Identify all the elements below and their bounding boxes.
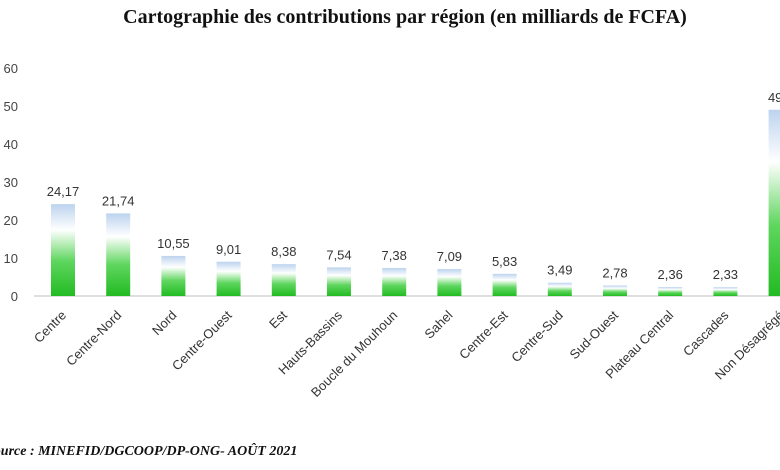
bar	[658, 287, 683, 296]
x-tick-label: Nord	[149, 308, 180, 339]
x-tick-label: Est	[266, 307, 290, 331]
chart-title: Cartographie des contributions par régio…	[123, 6, 687, 28]
x-tick-label: Sahel	[421, 307, 455, 341]
y-tick-label: 0	[11, 289, 18, 304]
bar	[106, 213, 131, 296]
bar	[492, 273, 517, 296]
x-tick-label: Centre-Ouest	[169, 307, 235, 373]
bar	[713, 287, 738, 296]
y-tick-label: 10	[4, 251, 18, 266]
data-label: 2,36	[658, 267, 683, 282]
y-tick-label: 30	[4, 175, 18, 190]
y-tick-label: 60	[4, 61, 18, 76]
data-label: 3,49	[547, 263, 572, 278]
bar	[161, 255, 186, 296]
bar	[768, 109, 780, 296]
data-label: 7,54	[326, 247, 351, 262]
data-label: 2,78	[602, 265, 627, 280]
data-label: 49,0	[768, 90, 780, 105]
bar	[51, 204, 75, 296]
x-tick-label: Sud-Ouest	[567, 307, 622, 362]
bar	[437, 269, 462, 296]
x-tick-label: Centre-Sud	[508, 308, 566, 366]
data-label: 24,17	[47, 184, 80, 199]
y-axis: 0 10 20 30 40 50 60	[4, 61, 780, 304]
source-note: Source : MINEFID/DGCOOP/DP-ONG- AOÛT 202…	[0, 444, 298, 459]
bar	[547, 282, 572, 296]
data-label: 5,83	[492, 254, 517, 269]
bar	[216, 261, 241, 296]
bar	[382, 267, 407, 296]
y-tick-label: 20	[4, 213, 18, 228]
x-tick-label: Centre	[31, 308, 69, 346]
x-tick-label: Cascades	[680, 307, 732, 359]
bar	[271, 264, 296, 296]
x-tick-label: Centre-Est	[456, 307, 511, 362]
data-label: 21,74	[102, 193, 135, 208]
bar	[327, 267, 351, 296]
bars	[51, 109, 780, 296]
y-tick-label: 50	[4, 99, 18, 114]
data-labels: 24,17 21,74 10,55 9,01 8,38 7,54 7,38 7,09 5,83 3…	[47, 90, 780, 282]
data-label: 9,01	[216, 242, 241, 257]
x-tick-label: Centre-Nord	[63, 308, 124, 369]
data-label: 2,33	[713, 267, 738, 282]
data-label: 8,38	[271, 244, 296, 259]
y-tick-label: 40	[4, 137, 18, 152]
data-label: 7,38	[382, 248, 407, 263]
data-label: 10,55	[157, 236, 190, 251]
data-label: 7,09	[437, 249, 462, 264]
bar	[603, 285, 627, 296]
